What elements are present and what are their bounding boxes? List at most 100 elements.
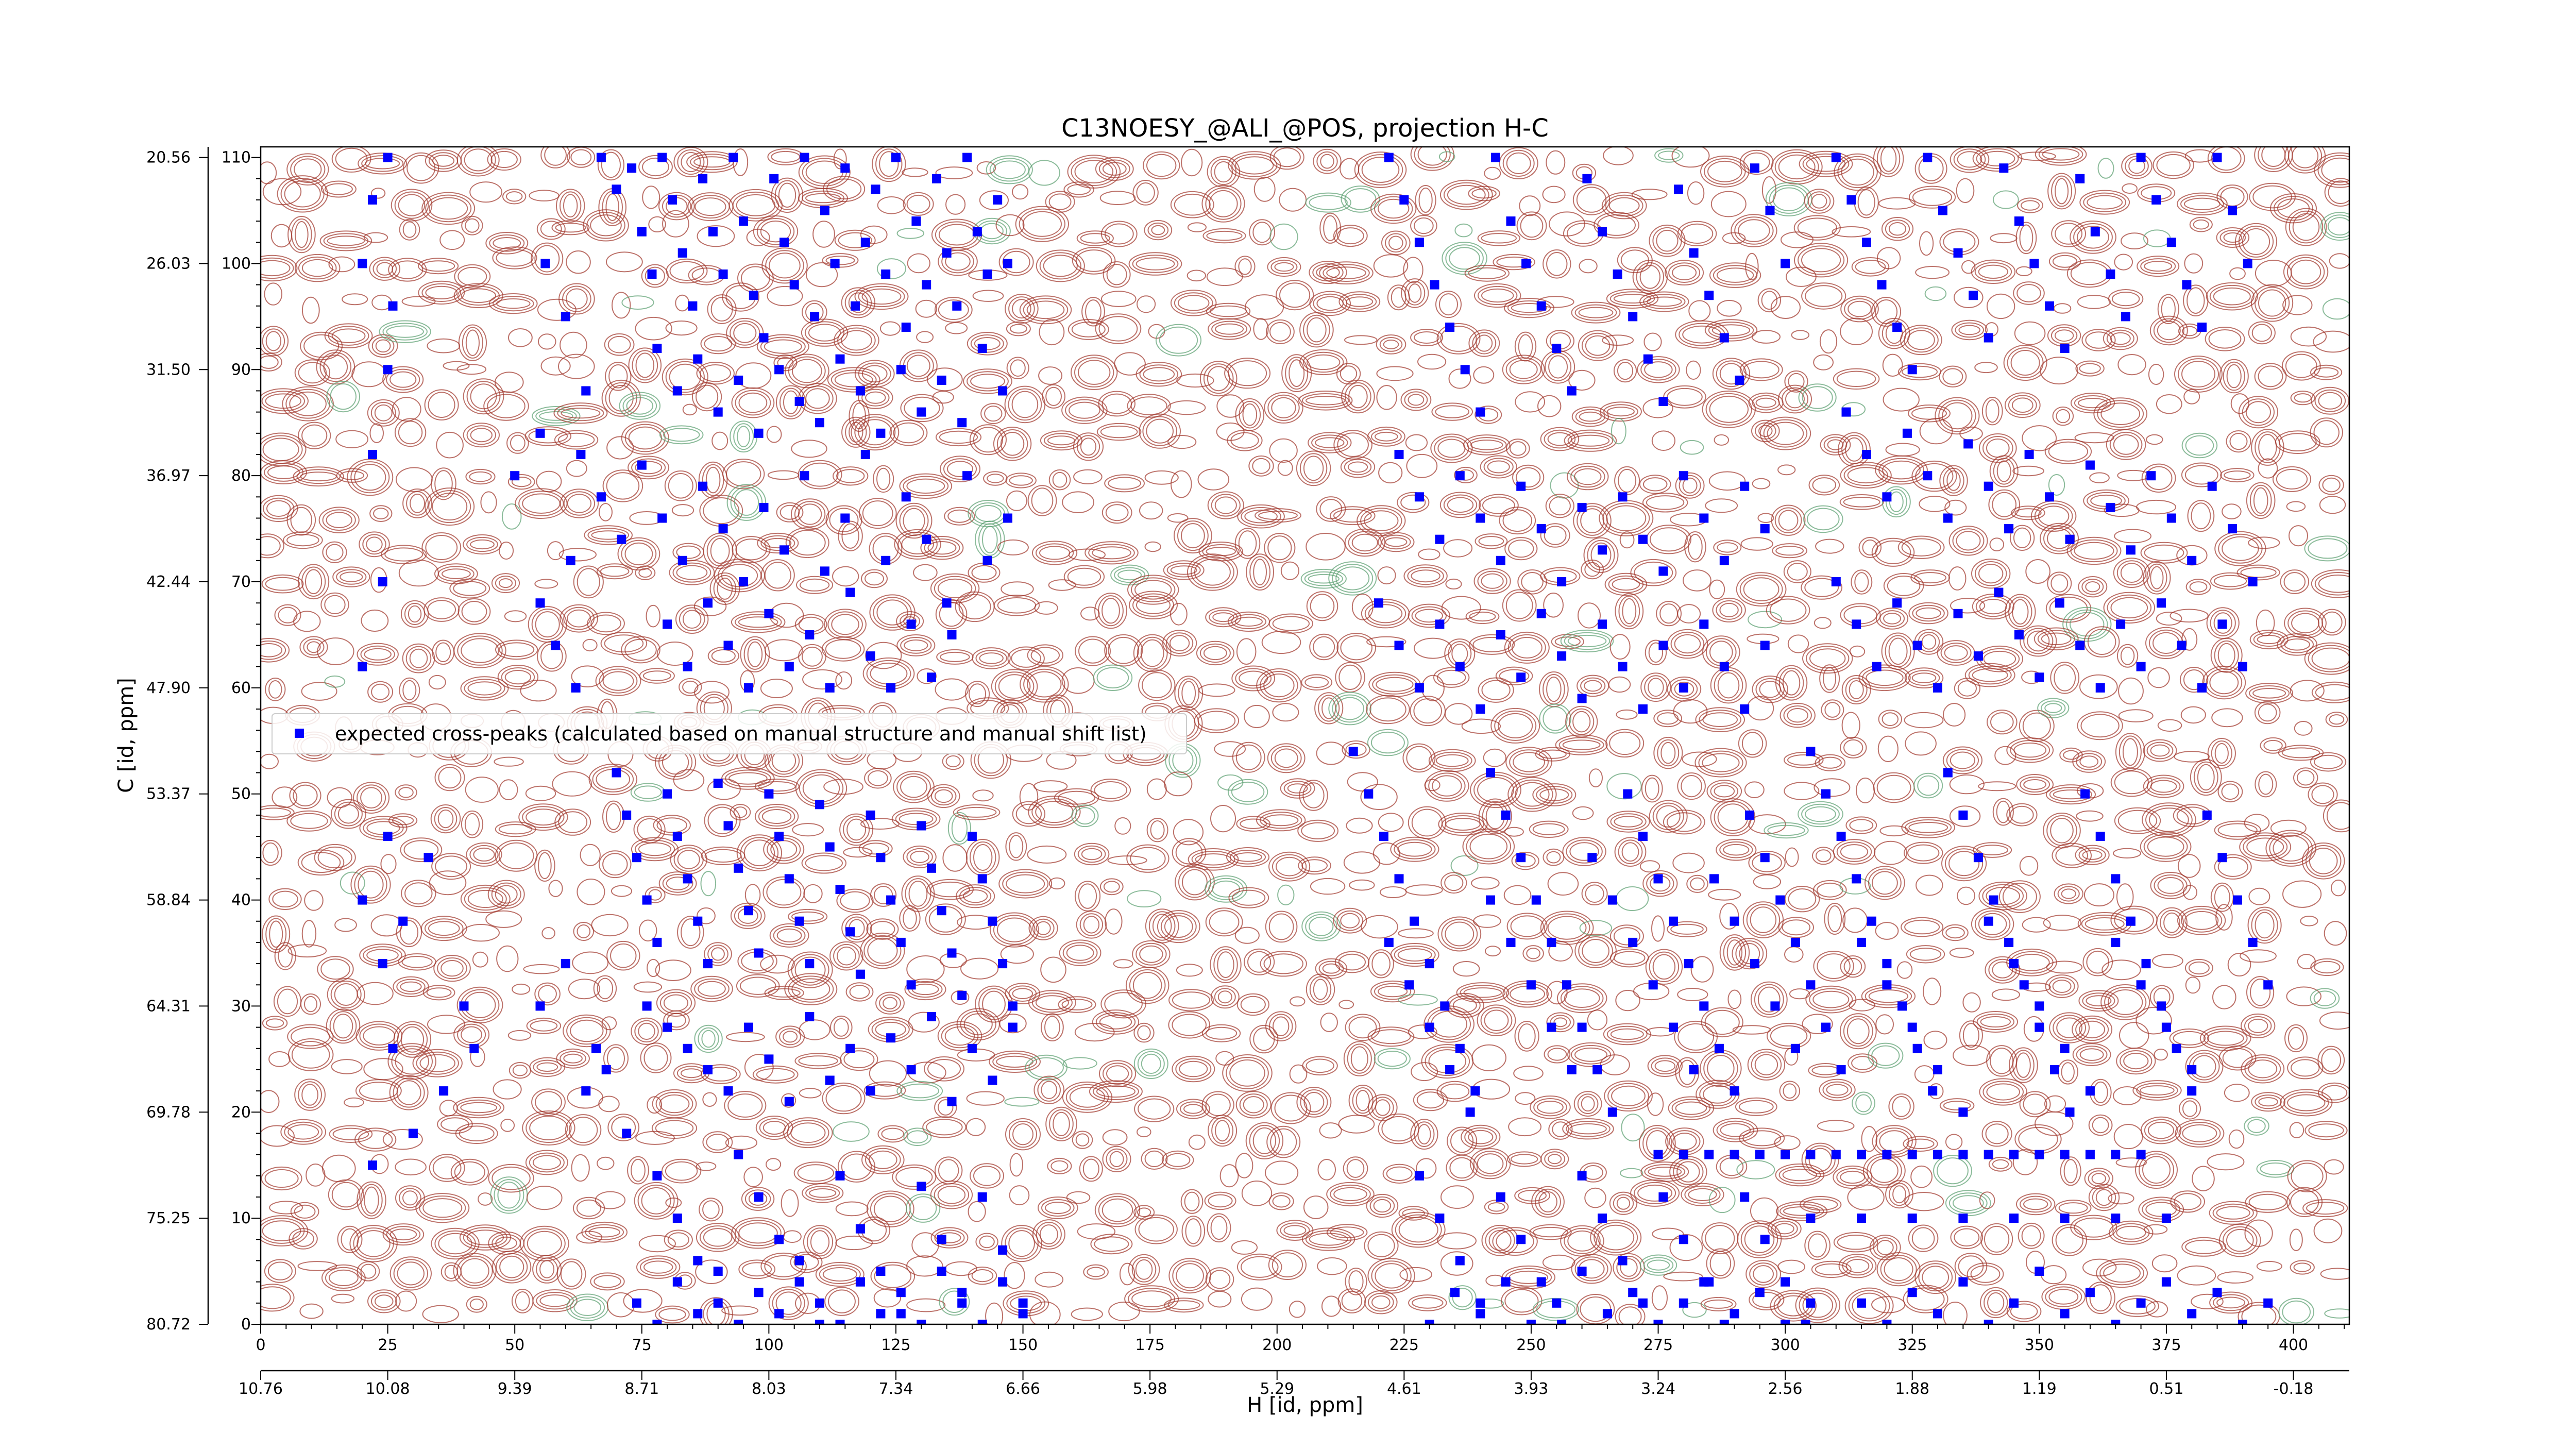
contour-ring [677, 149, 705, 175]
contour-ring [1301, 822, 1335, 839]
contour-ring [590, 614, 621, 633]
contour-ring [1412, 1297, 1444, 1309]
contour-ring [2329, 714, 2345, 725]
contour-ring [1686, 360, 1701, 380]
contour-ring [870, 921, 895, 937]
contour-ring [1241, 1256, 1279, 1278]
contour-ring [1238, 258, 1252, 275]
contour-ring [1144, 1150, 1164, 1167]
cross-peak-point [2045, 492, 2054, 502]
contour-ring [1805, 1145, 1836, 1175]
contour-ring [653, 815, 691, 836]
contour-ring [1719, 602, 1739, 617]
contour-ring [1038, 366, 1063, 385]
contour-ring [1516, 211, 1547, 241]
contour-ring [2076, 810, 2104, 822]
contour-ring [1543, 593, 1564, 618]
contour-ring [1264, 392, 1303, 424]
contour-ring [851, 414, 900, 451]
contour-ring [1833, 839, 1876, 865]
contour-ring [1283, 781, 1312, 796]
contour-ring [876, 258, 906, 279]
contour-ring [854, 283, 909, 310]
contour-ring [756, 1068, 795, 1081]
contour-ring [1378, 532, 1415, 552]
contour-ring [1511, 779, 1553, 810]
contour-ring [301, 566, 326, 597]
contour-ring [1784, 782, 1820, 800]
contour-ring [1690, 956, 1714, 983]
contour-ring [744, 884, 761, 906]
contour-ring [1950, 147, 1990, 173]
contour-ring [2045, 1286, 2082, 1307]
cross-peak-point [927, 672, 936, 682]
contour-ring [1581, 1096, 1595, 1112]
contour-ring [2114, 254, 2133, 271]
cross-peak-point [693, 354, 703, 364]
contour-ring [677, 916, 704, 949]
contour-ring [2079, 755, 2099, 768]
contour-ring [1023, 668, 1065, 700]
contour-ring [702, 1131, 733, 1153]
contour-ring [2234, 223, 2278, 260]
cross-peak-point [1516, 853, 1526, 863]
contour-ring [1309, 195, 1348, 210]
contour-ring [699, 495, 743, 527]
contour-ring [1201, 1091, 1234, 1119]
contour-ring [913, 564, 938, 581]
contour-ring [994, 671, 1035, 701]
contour-ring [901, 534, 934, 554]
x-ppm-tick-label: 9.39 [498, 1380, 532, 1398]
contour-ring [2074, 542, 2114, 560]
contour-ring [926, 879, 974, 900]
contour-ring [357, 1261, 380, 1282]
contour-ring [2083, 192, 2127, 212]
contour-ring [594, 1275, 621, 1288]
contour-ring [2257, 634, 2281, 645]
cross-peak-point [2085, 1086, 2095, 1096]
cross-peak-point [1496, 1192, 1505, 1202]
contour-ring [1215, 323, 1244, 335]
contour-ring [389, 1228, 417, 1241]
contour-ring [835, 1235, 873, 1251]
contour-ring [2287, 1056, 2324, 1080]
contour-ring [1124, 1285, 1179, 1313]
contour-ring [1671, 1099, 1711, 1118]
cross-peak-point [2035, 1150, 2044, 1159]
contour-ring [907, 1130, 928, 1143]
contour-ring [457, 1023, 486, 1046]
contour-ring [1027, 671, 1062, 698]
contour-ring [1802, 1014, 1833, 1034]
cross-peak-point [906, 980, 916, 990]
contour-ring [2046, 961, 2083, 974]
contour-ring [1549, 211, 1585, 237]
contour-ring [491, 882, 521, 906]
cross-peak-point [866, 1086, 875, 1096]
contour-ring [1263, 673, 1295, 698]
contour-ring [2321, 157, 2349, 183]
contour-ring [2311, 785, 2334, 804]
contour-ring [464, 991, 496, 1019]
contour-ring [694, 681, 730, 704]
contour-ring [624, 424, 666, 452]
contour-ring [829, 941, 863, 971]
contour-ring [1705, 498, 1738, 513]
contour-ring [631, 837, 679, 862]
cross-peak-point [693, 1256, 703, 1266]
contour-ring [2119, 735, 2142, 769]
contour-ring [2246, 976, 2275, 1009]
contour-ring [675, 294, 690, 312]
contour-ring [370, 401, 396, 424]
contour-ring [362, 534, 386, 555]
contour-ring [810, 1230, 830, 1254]
contour-ring [298, 362, 327, 384]
contour-ring [261, 536, 281, 556]
contour-ring [733, 423, 754, 450]
contour-ring [2103, 327, 2138, 350]
contour-ring [1100, 425, 1138, 439]
cross-peak-point [1704, 1277, 1714, 1287]
contour-ring [2045, 594, 2092, 623]
contour-ring [1919, 231, 1934, 256]
contour-ring [726, 1032, 765, 1042]
contour-ring [1750, 1197, 1779, 1225]
